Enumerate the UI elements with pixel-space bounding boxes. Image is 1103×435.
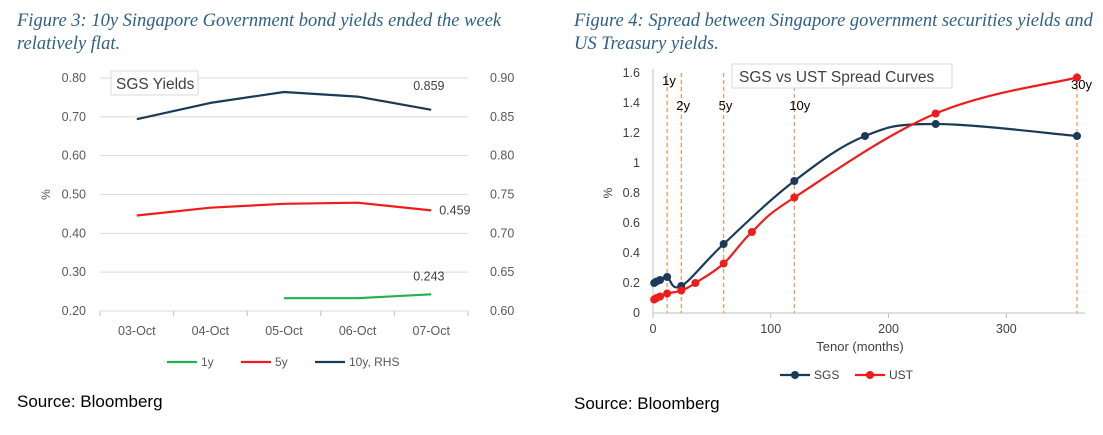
y-axis-label: %: [601, 187, 615, 198]
y-tick-label: 0.4: [623, 246, 640, 260]
y-tick-label: 0: [633, 306, 640, 320]
tenor-marker-label: 10y: [789, 98, 810, 113]
right-source-note: Source: Bloomberg: [574, 394, 720, 413]
data-point-sgs: [719, 240, 728, 248]
tenor-marker-label: 2y: [676, 98, 690, 113]
y2-tick-label: 0.90: [490, 71, 514, 85]
left-source-note: Source: Bloomberg: [17, 392, 163, 411]
legend-label: 5y: [275, 355, 288, 369]
legend-marker: [791, 371, 799, 379]
x-tick-label: 03-Oct: [118, 324, 156, 338]
data-point-ust: [747, 228, 756, 236]
y2-tick-label: 0.65: [490, 265, 514, 279]
x-tick-label: 100: [760, 322, 781, 336]
figure-4-caption: Figure 4: Spread between Singapore gover…: [574, 11, 1093, 54]
legend-label: 1y: [201, 355, 214, 369]
y-tick-label: 0.2: [623, 276, 640, 290]
y2-tick-label: 0.80: [490, 149, 514, 163]
y2-tick-label: 0.75: [490, 188, 514, 202]
data-point-sgs: [790, 177, 799, 185]
y-tick-label: 1.6: [623, 66, 640, 80]
data-point-ust: [677, 286, 686, 295]
data-point-sgs: [931, 120, 940, 128]
series-line-10y-rhs: [136, 90, 432, 121]
y-tick-label: 0.70: [62, 110, 86, 124]
data-point-sgs: [1073, 132, 1081, 140]
series-line-1y: [284, 293, 432, 300]
y2-tick-label: 0.60: [490, 304, 514, 318]
data-point-ust: [656, 292, 665, 301]
chart-title: SGS vs UST Spread Curves: [739, 69, 935, 86]
spread-curves-chart: 1.6 1.4 1.2 1 0.8 0.6 0.4 0.2 00 100 200 300 Tenor (…: [601, 63, 1092, 382]
y-tick-label: 1.2: [623, 126, 640, 140]
data-point-ust: [1073, 73, 1081, 82]
legend-label: SGS: [814, 368, 839, 382]
x-tick-label: 04-Oct: [192, 324, 230, 338]
x-tick-label: 06-Oct: [339, 324, 377, 338]
data-point-sgs: [861, 132, 869, 140]
x-tick-label: 07-Oct: [412, 324, 450, 338]
tenor-marker-label: 5y: [719, 98, 733, 113]
y-tick-label: 0.30: [62, 265, 86, 279]
x-axis-label: Tenor (months): [816, 339, 903, 354]
series-line-sgs: [653, 122, 1078, 289]
data-label: 0.459: [439, 203, 470, 217]
data-point-ust: [663, 289, 672, 298]
y-tick-label: 1: [633, 156, 640, 170]
data-point-ust: [691, 279, 700, 287]
legend-marker: [866, 371, 874, 379]
legend-label: UST: [889, 368, 914, 382]
chart-title: SGS Yields: [116, 76, 195, 93]
y-tick-label: 0.80: [62, 71, 86, 85]
data-point-sgs: [656, 276, 665, 284]
y-tick-label: 0.8: [623, 186, 640, 200]
series-line-ust: [653, 76, 1078, 301]
data-point-ust: [790, 193, 799, 202]
y-axis-label: %: [39, 189, 53, 200]
data-point-ust: [931, 109, 940, 118]
chart-title-box: [110, 70, 199, 96]
y-tick-label: 0.40: [62, 226, 86, 240]
y-tick-label: 0.20: [62, 304, 86, 318]
y-tick-label: 0.60: [62, 149, 86, 163]
series-line-5y: [136, 201, 432, 217]
x-tick-label: 300: [996, 322, 1017, 336]
y-tick-label: 0.6: [623, 216, 640, 230]
y-tick-label: 1.4: [623, 96, 640, 110]
y2-tick-label: 0.85: [490, 110, 514, 124]
data-point-ust: [719, 259, 728, 268]
x-tick-label: 200: [878, 322, 899, 336]
legend-label: 10y, RHS: [349, 355, 399, 369]
y-tick-label: 0.50: [62, 188, 86, 202]
data-label: 0.859: [413, 79, 444, 93]
y2-tick-label: 0.70: [490, 226, 514, 240]
x-tick-label: 0: [650, 322, 657, 336]
x-tick-label: 05-Oct: [265, 324, 303, 338]
sgs-yields-chart: 0.80 0.70 0.60 0.50 0.40 0.30 0.20 0.90 0.85 0.80…: [39, 70, 514, 369]
chart-title-box: [731, 63, 953, 89]
data-point-sgs: [663, 273, 672, 281]
figure-3-caption: Figure 3: 10y Singapore Government bond …: [17, 11, 502, 54]
data-label: 0.243: [413, 269, 444, 283]
tenor-marker-label: 1y: [662, 73, 676, 88]
